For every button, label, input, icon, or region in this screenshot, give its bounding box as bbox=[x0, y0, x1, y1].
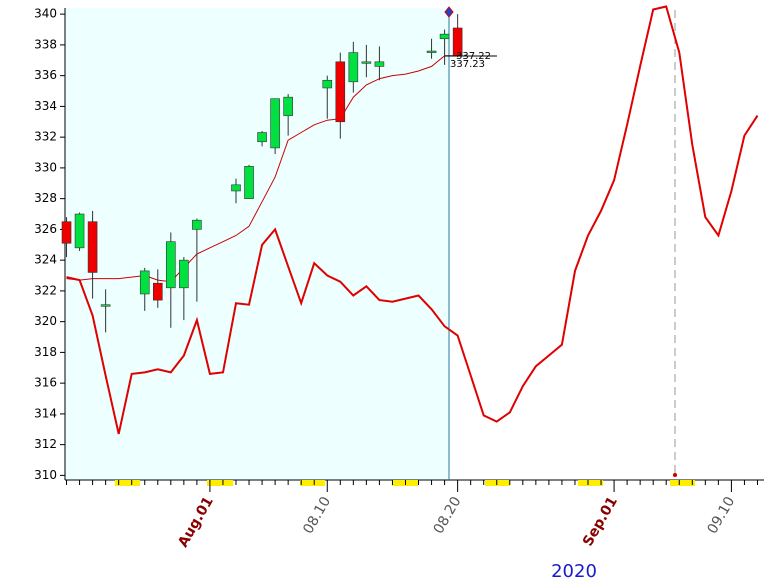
candle-body bbox=[61, 221, 72, 244]
candle-body bbox=[257, 132, 267, 143]
candle-body bbox=[283, 96, 293, 116]
candle-body bbox=[179, 259, 189, 289]
candle-body bbox=[87, 221, 98, 273]
x-tick-label: 08.20 bbox=[431, 494, 465, 537]
y-tick-label: 336 bbox=[34, 68, 57, 82]
candle-body bbox=[192, 219, 202, 230]
candle-body bbox=[100, 304, 111, 307]
candle-body bbox=[74, 213, 85, 249]
line-series bbox=[66, 5, 759, 435]
y-tick-label: 318 bbox=[34, 345, 57, 359]
x-tick-label: Sep.01 bbox=[580, 494, 621, 549]
price-label: 337.22 bbox=[456, 51, 491, 62]
y-tick-label: 310 bbox=[34, 468, 57, 482]
candle-body bbox=[348, 52, 359, 83]
price-label: 337.23 bbox=[450, 59, 485, 70]
y-tick-label: 332 bbox=[34, 130, 57, 144]
candle-body bbox=[166, 241, 176, 289]
x-tick-label: 08.10 bbox=[300, 494, 334, 537]
y-tick-label: 320 bbox=[34, 314, 57, 328]
candle-body bbox=[139, 270, 150, 295]
y-tick-label: 316 bbox=[34, 376, 57, 390]
y-tick-label: 324 bbox=[34, 253, 57, 267]
x-tick-label: Aug.01 bbox=[175, 494, 217, 550]
y-tick-label: 312 bbox=[34, 437, 57, 451]
candle-body bbox=[361, 61, 372, 64]
marker-dot bbox=[673, 473, 677, 477]
candle-body bbox=[322, 79, 333, 89]
candle-body bbox=[426, 50, 437, 53]
y-tick-label: 326 bbox=[34, 222, 57, 236]
y-tick-label: 334 bbox=[34, 99, 57, 113]
year-label: 2020 bbox=[551, 561, 597, 582]
x-tick-label: 09.10 bbox=[704, 494, 738, 537]
line-series bbox=[66, 55, 458, 283]
candle-body bbox=[335, 61, 346, 123]
candle-body bbox=[244, 166, 254, 199]
y-tick-label: 330 bbox=[34, 160, 57, 174]
y-tick-label: 322 bbox=[34, 283, 57, 297]
candle-body bbox=[374, 61, 385, 67]
history-shade bbox=[65, 8, 449, 480]
candle-body bbox=[439, 33, 450, 40]
y-tick-label: 314 bbox=[34, 406, 57, 420]
y-tick-label: 328 bbox=[34, 191, 57, 205]
cursor-diamond bbox=[444, 6, 454, 18]
candle-body bbox=[231, 184, 241, 192]
y-tick-label: 340 bbox=[34, 7, 57, 21]
candle-body bbox=[152, 282, 163, 301]
y-tick-label: 338 bbox=[34, 37, 57, 51]
candle-body bbox=[270, 98, 280, 149]
